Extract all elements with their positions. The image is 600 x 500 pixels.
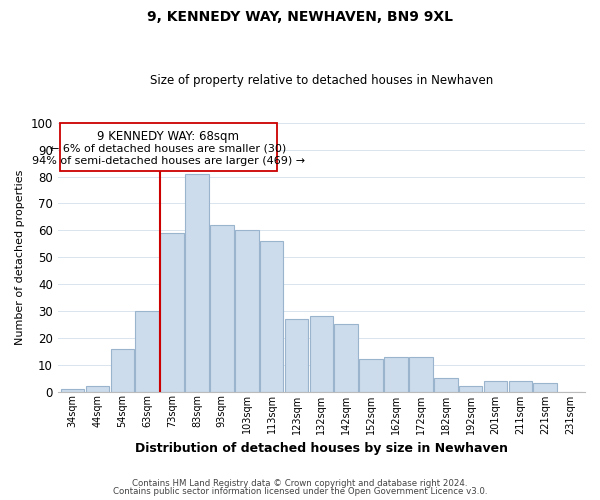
Bar	[434, 378, 458, 392]
Bar	[136, 311, 159, 392]
Text: Contains HM Land Registry data © Crown copyright and database right 2024.: Contains HM Land Registry data © Crown c…	[132, 478, 468, 488]
Bar	[310, 316, 333, 392]
Bar	[334, 324, 358, 392]
Bar	[359, 360, 383, 392]
Title: Size of property relative to detached houses in Newhaven: Size of property relative to detached ho…	[150, 74, 493, 87]
Bar	[160, 233, 184, 392]
X-axis label: Distribution of detached houses by size in Newhaven: Distribution of detached houses by size …	[135, 442, 508, 455]
Bar	[86, 386, 109, 392]
Text: 94% of semi-detached houses are larger (469) →: 94% of semi-detached houses are larger (…	[32, 156, 305, 166]
Bar	[459, 386, 482, 392]
Bar	[484, 381, 507, 392]
Bar	[284, 319, 308, 392]
Text: Contains public sector information licensed under the Open Government Licence v3: Contains public sector information licen…	[113, 487, 487, 496]
Bar	[210, 225, 233, 392]
Bar	[110, 348, 134, 392]
Text: 9, KENNEDY WAY, NEWHAVEN, BN9 9XL: 9, KENNEDY WAY, NEWHAVEN, BN9 9XL	[147, 10, 453, 24]
Bar	[260, 241, 283, 392]
Bar	[384, 356, 408, 392]
Text: 9 KENNEDY WAY: 68sqm: 9 KENNEDY WAY: 68sqm	[97, 130, 239, 142]
Bar	[61, 389, 85, 392]
FancyBboxPatch shape	[60, 123, 277, 171]
Bar	[533, 384, 557, 392]
Bar	[235, 230, 259, 392]
Bar	[509, 381, 532, 392]
Bar	[185, 174, 209, 392]
Y-axis label: Number of detached properties: Number of detached properties	[15, 170, 25, 345]
Text: ← 6% of detached houses are smaller (30): ← 6% of detached houses are smaller (30)	[50, 143, 286, 153]
Bar	[409, 356, 433, 392]
